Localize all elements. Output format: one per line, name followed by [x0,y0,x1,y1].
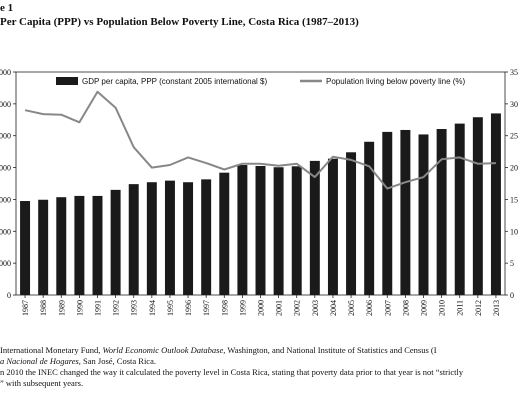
figure-title: Per Capita (PPP) vs Population Below Pov… [0,16,359,28]
x-axis-tick-label: 1990 [75,300,84,316]
gdp-bar [309,160,320,295]
figure-notes: International Monetary Fund, World Econo… [0,345,520,389]
gdp-bar [273,167,284,295]
source-middle: , Washington, and National Institute of … [223,345,437,355]
x-axis-tick-label: 1988 [39,300,48,316]
source-weo: World Economic Outlook Database [102,345,224,355]
left-axis-tick-label: 000 [0,195,11,204]
source-survey-name: a Nacional de Hogares [0,356,79,366]
x-axis-tick-label: 1987 [21,300,30,316]
gdp-bar [418,134,429,295]
gdp-bar [237,165,248,295]
x-axis-tick-label: 2006 [365,300,374,316]
poverty-line [24,90,496,190]
figure-label: e 1 [0,2,14,14]
gdp-bar [364,141,375,295]
gdp-bar [382,131,393,295]
x-axis-tick-label: 1997 [202,300,211,316]
right-axis-tick-label: 35 [510,68,518,77]
x-axis-tick-label: 2008 [401,300,410,316]
x-axis-tick-label: 1991 [94,300,103,316]
x-axis-tick-label: 2009 [420,300,429,316]
right-axis-tick-label: 15 [510,195,518,204]
x-axis-tick-label: 1999 [238,300,247,316]
left-axis-tick-label: 000 [0,68,11,77]
x-axis-tick-label: 1995 [166,300,175,316]
x-axis-tick-label: 2012 [474,300,483,316]
x-axis-tick-label: 1996 [184,300,193,316]
chart: 0000000000000000000000051015202530351987… [0,68,518,316]
gdp-bar [291,166,302,295]
left-axis-tick-label: 000 [0,227,11,236]
gdp-bar [436,129,447,295]
gdp-bar [454,123,465,295]
gdp-bar [255,165,266,295]
gdp-bar [201,179,212,295]
left-axis-tick-label: 0 [7,291,11,300]
source-note-line-2: a Nacional de Hogares, San José, Costa R… [0,356,520,367]
gdp-bar [400,129,411,295]
x-axis-tick-label: 1989 [57,300,66,316]
right-axis-tick-label: 25 [510,132,518,141]
x-axis-tick-label: 2003 [311,300,320,316]
gdp-bar [74,195,85,295]
source-prefix: International Monetary Fund, [0,345,103,355]
gdp-bar [346,152,357,295]
left-axis-tick-label: 000 [0,259,11,268]
right-axis-tick-label: 20 [510,164,518,173]
gdp-bar [38,199,49,295]
note-line-2: ” with subsequent years. [0,378,84,388]
gdp-bar [183,182,194,295]
right-axis-tick-label: 10 [510,227,518,236]
gdp-bar [128,184,139,295]
x-axis-tick-label: 2013 [492,300,501,316]
right-axis-tick-label: 5 [510,259,514,268]
source-note-line-1: International Monetary Fund, World Econo… [0,345,520,356]
gdp-bar [219,172,230,295]
legend-label-gdp: GDP per capita, PPP (constant 2005 inter… [82,77,267,86]
right-axis-tick-label: 30 [510,100,518,109]
legend-label-poverty: Population living below poverty line (%) [326,77,466,86]
left-axis-tick-label: 000 [0,132,11,141]
gdp-bar [110,189,121,295]
right-axis-tick-label: 0 [510,291,514,300]
gdp-bar [164,180,175,295]
note-line-1: n 2010 the INEC changed the way it calcu… [0,367,464,377]
x-axis-tick-label: 2005 [347,300,356,316]
source-location: , San José, Costa Rica. [78,356,156,366]
x-axis-tick-label: 1992 [112,300,121,316]
gdp-bar [20,201,31,295]
x-axis-tick-label: 2007 [383,300,392,316]
gdp-bar [92,195,103,295]
gdp-bar [146,182,157,295]
gdp-bar [327,158,338,295]
x-axis-tick-label: 1993 [130,300,139,316]
x-axis-tick-label: 2002 [293,300,302,316]
x-axis-tick-label: 2001 [275,300,284,316]
gdp-bar [490,113,501,296]
x-axis-tick-label: 2011 [456,300,465,316]
legend-swatch-gdp [56,77,78,85]
chart-container: 0 000 000 000 000 000 000 000 0 5 10 15 20 25 30 35 1987… [0,40,520,340]
x-axis-tick-label: 2004 [329,300,338,316]
gdp-bar [56,197,67,295]
x-axis-tick-label: 2000 [257,300,266,316]
x-axis-tick-label: 1994 [148,300,157,316]
gdp-bar [472,117,483,295]
left-axis-tick-label: 000 [0,164,11,173]
left-axis-tick-label: 000 [0,100,11,109]
x-axis-tick-label: 1998 [220,300,229,316]
x-axis-tick-label: 2010 [438,300,447,316]
